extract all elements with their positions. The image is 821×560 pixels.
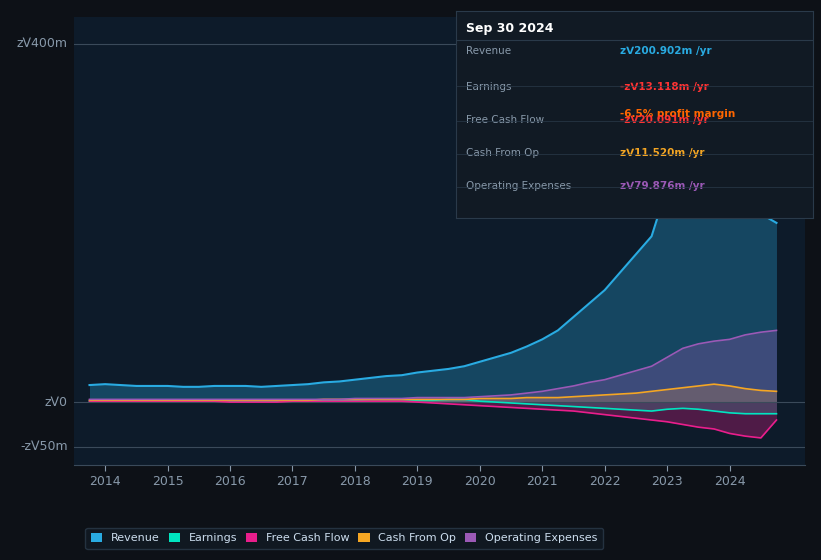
Text: zᐯ0: zᐯ0 bbox=[44, 395, 67, 409]
Text: zᐯ400m: zᐯ400m bbox=[16, 37, 67, 50]
Text: Earnings: Earnings bbox=[466, 82, 511, 92]
Text: -zᐯ50m: -zᐯ50m bbox=[20, 440, 67, 454]
Text: -6.5% profit margin: -6.5% profit margin bbox=[620, 109, 735, 119]
Text: -zᐯ13.118m /yr: -zᐯ13.118m /yr bbox=[620, 82, 709, 92]
Text: zᐯ11.520m /yr: zᐯ11.520m /yr bbox=[620, 148, 704, 158]
Text: Revenue: Revenue bbox=[466, 46, 511, 57]
Text: zᐯ200.902m /yr: zᐯ200.902m /yr bbox=[620, 46, 712, 57]
Text: -zᐯ20.091m /yr: -zᐯ20.091m /yr bbox=[620, 115, 709, 125]
Text: Cash From Op: Cash From Op bbox=[466, 148, 539, 158]
Text: Free Cash Flow: Free Cash Flow bbox=[466, 115, 544, 125]
Text: Operating Expenses: Operating Expenses bbox=[466, 181, 571, 191]
Legend: Revenue, Earnings, Free Cash Flow, Cash From Op, Operating Expenses: Revenue, Earnings, Free Cash Flow, Cash … bbox=[85, 528, 603, 549]
Text: zᐯ79.876m /yr: zᐯ79.876m /yr bbox=[620, 181, 704, 191]
Text: Sep 30 2024: Sep 30 2024 bbox=[466, 22, 554, 35]
